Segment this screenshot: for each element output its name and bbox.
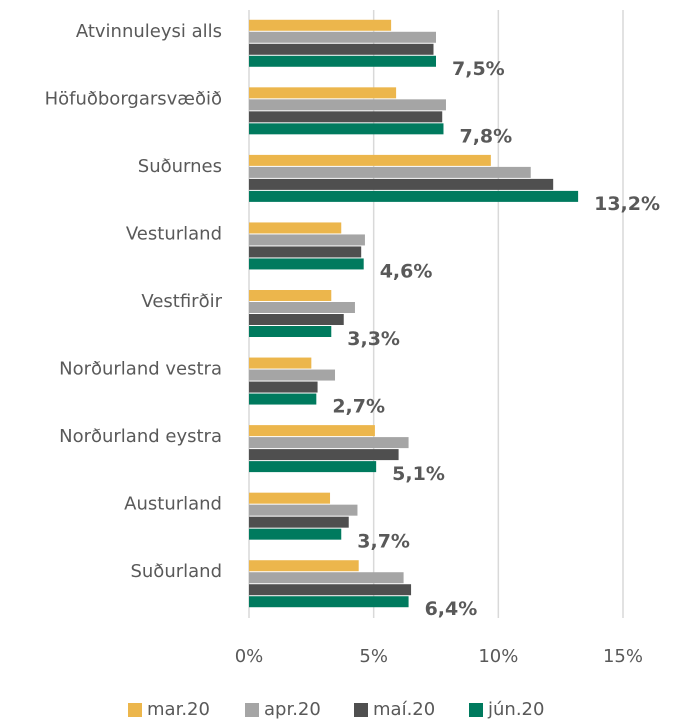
y-tick-label: Höfuðborgarsvæðið (45, 88, 222, 109)
bar (249, 461, 377, 473)
legend-label: apr.20 (264, 699, 321, 720)
bar (249, 19, 392, 31)
legend-swatch (354, 703, 368, 717)
bar (249, 504, 358, 516)
bar (249, 449, 399, 461)
y-tick-label: Norðurland vestra (59, 359, 222, 380)
bar (249, 560, 359, 572)
legend-swatch (245, 703, 259, 717)
bar (249, 314, 344, 325)
x-tick-label: 15% (603, 646, 643, 667)
bar (249, 492, 331, 504)
bar (249, 55, 436, 67)
bar (249, 123, 444, 135)
legend-swatch (128, 703, 142, 717)
value-label: 3,7% (357, 531, 410, 553)
bar (249, 584, 412, 596)
bar (249, 572, 404, 584)
legend-label: mar.20 (147, 699, 210, 720)
value-label: 7,5% (452, 58, 505, 80)
bar (249, 111, 443, 123)
value-label: 3,3% (347, 328, 400, 350)
legend-label: maí.20 (373, 699, 435, 720)
bar (249, 258, 364, 270)
value-label: 2,7% (332, 396, 385, 418)
bar (249, 528, 342, 540)
value-label: 5,1% (392, 463, 445, 485)
bar (249, 246, 362, 258)
y-tick-label: Atvinnuleysi alls (76, 21, 222, 42)
bar (249, 222, 342, 234)
y-tick-label: Suðurnes (138, 156, 222, 177)
bar (249, 234, 365, 246)
x-tick-label: 0% (235, 646, 264, 667)
bar (249, 302, 355, 313)
bar (249, 166, 531, 178)
bar (249, 31, 436, 43)
value-label: 4,6% (380, 260, 433, 282)
bar (249, 437, 409, 449)
bar (249, 393, 317, 405)
y-tick-label: Norðurland eystra (59, 426, 222, 447)
value-label: 13,2% (594, 193, 660, 215)
bar (249, 154, 491, 166)
y-tick-label: Suðurland (130, 561, 222, 582)
bar (249, 369, 336, 381)
bar (249, 99, 446, 111)
bar (249, 381, 318, 393)
bar (249, 87, 397, 99)
value-label: 6,4% (425, 598, 478, 620)
legend-swatch (469, 703, 483, 717)
bar (249, 290, 332, 301)
legend-label: jún.20 (487, 699, 544, 720)
bar (249, 190, 579, 202)
bar (249, 326, 332, 337)
y-tick-label: Austurland (124, 494, 222, 515)
bar (249, 516, 349, 528)
bar (249, 357, 312, 369)
y-tick-label: Vestfirðir (141, 291, 222, 312)
y-tick-label: Vesturland (126, 223, 222, 244)
bar (249, 425, 375, 437)
x-tick-label: 5% (359, 646, 388, 667)
value-label: 7,8% (459, 125, 512, 147)
x-tick-label: 10% (478, 646, 518, 667)
bar (249, 596, 409, 608)
bar (249, 43, 434, 55)
bar (249, 178, 554, 190)
